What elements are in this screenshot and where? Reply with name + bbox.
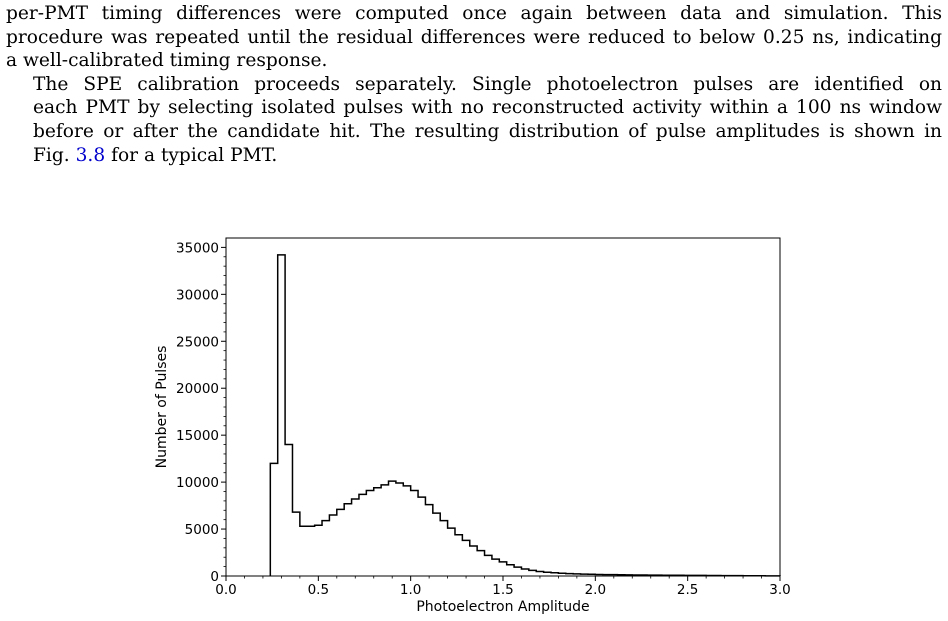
histogram-bin [418, 497, 425, 576]
text-line: The SPE calibration proceeds separately.… [33, 73, 942, 95]
histogram-bin [425, 505, 432, 576]
y-axis-label: Number of Pulses [154, 346, 170, 469]
paragraph-timing: per-PMT timing differences were computed… [6, 2, 942, 73]
text-line: procedure was repeated until the residua… [6, 26, 942, 48]
text-line: Fig. 3.8 for a typical PMT. [6, 144, 942, 168]
x-tick-label: 3.0 [769, 582, 790, 598]
histogram-bin [477, 551, 484, 576]
y-tick-label: 5000 [185, 522, 219, 538]
plot-frame [225, 237, 781, 577]
x-axis-label: Photoelectron Amplitude [416, 599, 589, 615]
histogram-bin [448, 528, 455, 576]
text-line: before or after the candidate hit. The r… [33, 120, 942, 142]
body-text: per-PMT timing differences were computed… [6, 2, 942, 167]
histogram-bin [433, 513, 440, 576]
histogram-bin [292, 512, 299, 576]
y-tick-label: 20000 [176, 381, 219, 397]
histogram-bin [300, 526, 307, 576]
text-line: each PMT by selecting isolated pulses wi… [33, 97, 942, 119]
histogram-bin [337, 509, 344, 576]
text-fragment: Fig. [33, 144, 76, 166]
x-tick-label: 2.5 [677, 582, 698, 598]
histogram-bin [315, 525, 322, 576]
text-line: a well-calibrated timing response. [6, 50, 328, 72]
histogram-step-outline [269, 254, 781, 577]
histogram-bin [529, 570, 536, 576]
histogram-bin [507, 565, 514, 576]
x-tick-label: 0.5 [308, 582, 329, 598]
histogram-bin [366, 491, 373, 576]
x-tick-label: 1.5 [492, 582, 513, 598]
histogram-bin [322, 521, 329, 576]
figure-reference-link[interactable]: 3.8 [75, 144, 106, 166]
y-tick-label: 35000 [176, 240, 219, 256]
y-tick-label: 15000 [176, 428, 219, 444]
x-tick-label: 0.0 [215, 582, 236, 598]
histogram-bin [411, 491, 418, 576]
y-tick-label: 25000 [176, 334, 219, 350]
y-axis-ticks: 0 5000 10000 15000 20000 25000 30000 35000 [176, 240, 226, 585]
paragraph-spe: The SPE calibration proceeds separately.… [6, 73, 942, 167]
histogram-bin [329, 515, 336, 576]
histogram-bin [396, 483, 403, 576]
x-axis-ticks: 0.0 0.5 1.0 1.5 2.0 2.5 3.0 [215, 576, 791, 598]
histogram-bin [514, 567, 521, 576]
histogram-bin [270, 463, 277, 576]
histogram-bin [492, 559, 499, 576]
histogram-bin [403, 486, 410, 576]
histogram-bin [462, 540, 469, 576]
x-tick-label: 2.0 [585, 582, 606, 598]
text-line: per-PMT timing differences were computed… [6, 3, 942, 24]
histogram-bin [344, 504, 351, 576]
histogram-bin [521, 569, 528, 576]
text-fragment: for a typical PMT. [105, 144, 278, 166]
histogram-bin [440, 521, 447, 576]
histogram-bin [374, 488, 381, 576]
histogram-bin [285, 445, 292, 576]
histogram-bin [278, 255, 285, 576]
histogram-bin [359, 494, 366, 576]
histogram-bin [455, 535, 462, 576]
histogram-bin [485, 555, 492, 576]
histogram-bin [499, 562, 506, 576]
x-tick-label: 1.0 [400, 582, 421, 598]
histogram-bin [307, 526, 314, 576]
histogram-bin [389, 481, 396, 576]
y-tick-label: 0 [210, 569, 219, 585]
histogram-bin [352, 499, 359, 576]
histogram-bin [470, 546, 477, 576]
histogram-bin [381, 485, 388, 576]
y-tick-label: 10000 [176, 475, 219, 491]
histogram-bins [269, 254, 781, 577]
y-tick-label: 30000 [176, 287, 219, 303]
